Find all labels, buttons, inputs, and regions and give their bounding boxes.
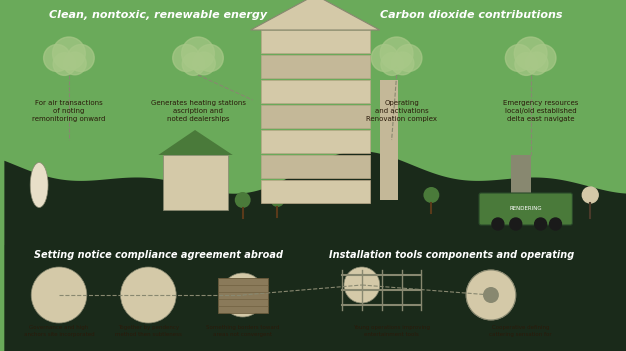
FancyBboxPatch shape [479,193,572,225]
Circle shape [550,218,562,230]
Circle shape [381,53,404,75]
Polygon shape [4,151,626,351]
Circle shape [466,270,516,320]
Bar [260,80,370,103]
Text: Something borders toward
areas not convergent: Something borders toward areas not conve… [206,325,279,337]
Text: Generates heating stations
ascription and
noted dealerships: Generates heating stations ascription an… [150,100,245,122]
Text: Installation tools components and operating: Installation tools components and operat… [329,250,574,260]
Circle shape [515,53,538,75]
Circle shape [53,53,76,75]
Circle shape [535,218,546,230]
Circle shape [395,45,422,72]
Circle shape [64,52,86,75]
Polygon shape [158,130,233,155]
Ellipse shape [30,163,48,207]
Text: Operating
and activations
Renovation complex: Operating and activations Renovation com… [366,100,437,122]
Circle shape [344,267,380,303]
Circle shape [582,187,598,203]
Bar [260,105,370,128]
Circle shape [121,267,176,323]
Circle shape [391,52,414,75]
Bar [218,278,267,313]
Bar [163,155,228,210]
Circle shape [53,37,85,70]
Text: Together by pendency
method then subtleness: Together by pendency method then subtlen… [115,325,182,337]
Bar [260,130,370,153]
Bar [260,155,370,178]
Circle shape [510,218,521,230]
Bar [380,80,398,200]
Circle shape [505,45,532,72]
Circle shape [515,37,547,70]
Circle shape [193,52,215,75]
Bar [260,30,370,53]
Circle shape [483,287,499,303]
Bar [4,245,626,351]
Text: Young operations improving
entertainment tools: Young operations improving entertainment… [353,325,430,337]
Circle shape [529,45,556,72]
Circle shape [525,52,548,75]
Circle shape [68,45,95,72]
Text: Emergency resources
local/old established
delta east navigate: Emergency resources local/old establishe… [503,100,578,122]
Text: Carbon dioxide contributions: Carbon dioxide contributions [380,10,562,20]
Circle shape [371,45,398,72]
Bar [260,180,370,203]
Polygon shape [250,0,380,30]
Circle shape [270,193,284,207]
Circle shape [380,37,413,70]
Text: Setting notice compliance agreement abroad: Setting notice compliance agreement abro… [34,250,283,260]
Text: Clean, nontoxic, renewable energy: Clean, nontoxic, renewable energy [49,10,267,20]
Circle shape [182,53,205,75]
Bar [511,155,531,220]
Text: Governance and high
anchors site incorporated: Governance and high anchors site incorpo… [24,325,95,337]
Circle shape [31,267,87,323]
Text: For air transactions
of noting
remonitoring onward: For air transactions of noting remonitor… [32,100,106,122]
Circle shape [173,45,200,72]
Circle shape [197,45,223,72]
Circle shape [182,37,214,70]
Circle shape [423,187,439,203]
Circle shape [221,273,265,317]
Text: Cooperative defining
cattering sensation for: Cooperative defining cattering sensation… [490,325,552,337]
Circle shape [44,45,70,72]
Circle shape [492,218,504,230]
Bar [260,55,370,78]
Text: RENDERING: RENDERING [510,206,542,212]
Circle shape [466,270,516,320]
Circle shape [235,192,250,208]
